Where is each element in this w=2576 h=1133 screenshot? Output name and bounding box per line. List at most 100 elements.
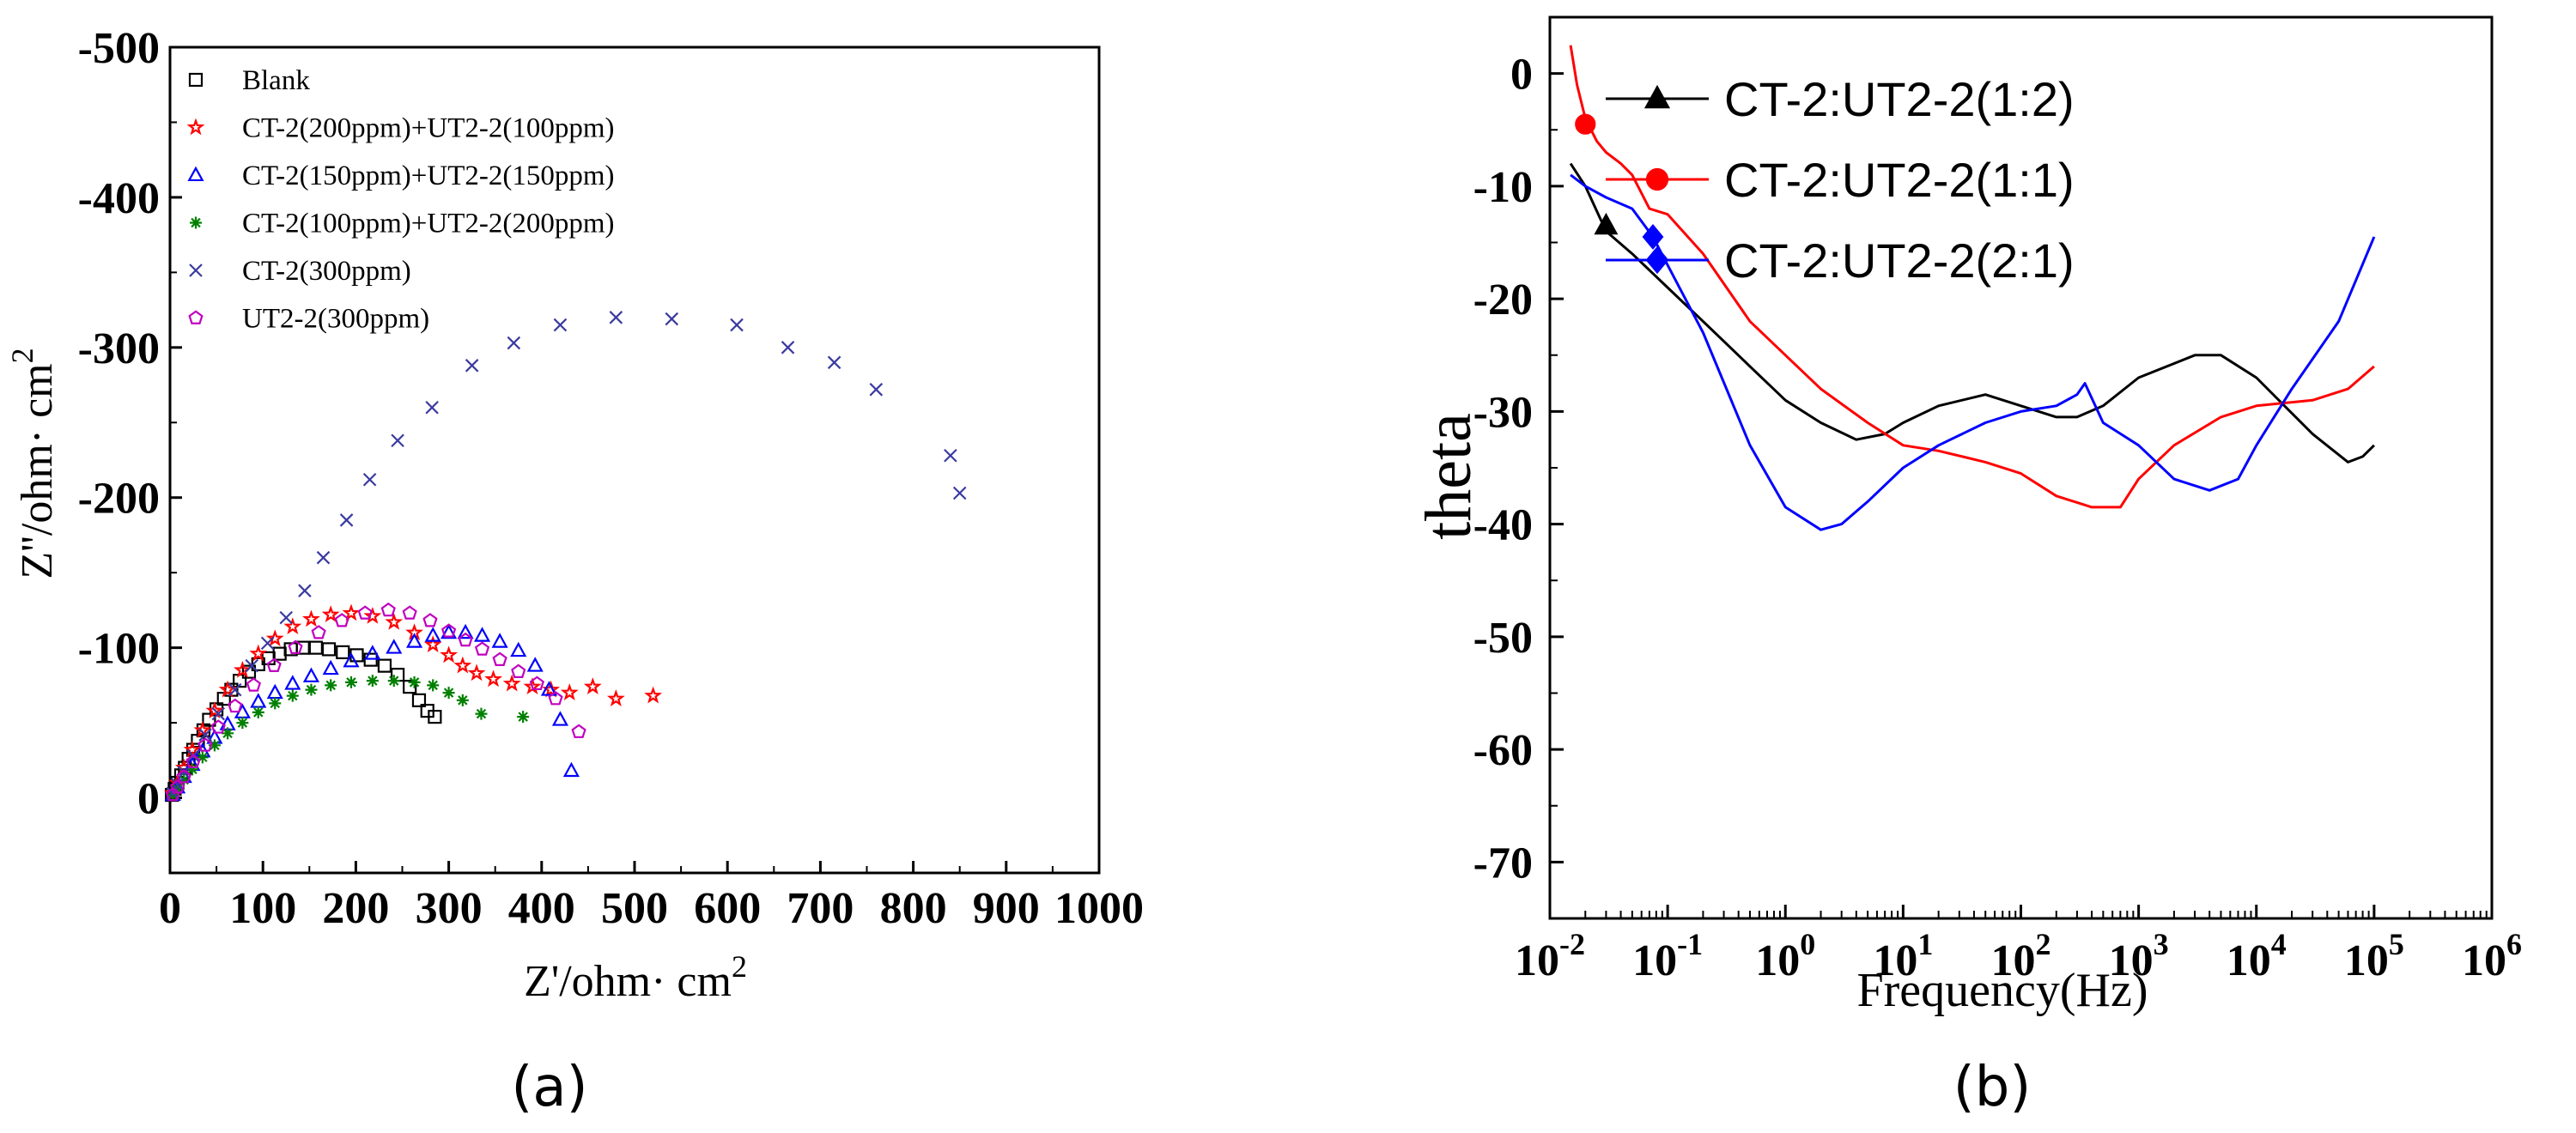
x-tick-label-a: 900 [973, 884, 1040, 933]
panel-label-b: (b) [1953, 1056, 2032, 1119]
data-point [529, 676, 545, 690]
data-point [362, 472, 377, 487]
legend-entry-ct-2-200ppm-ut2-2-100ppm: CT-2(200ppm)+UT2-2(100ppm) [186, 113, 615, 144]
data-point [465, 359, 479, 373]
data-point [210, 719, 226, 734]
data-point [167, 789, 179, 802]
legend-entry-ct-2-ut2-2-2-1: CT-2:UT2-2(2:1) [1606, 233, 2075, 288]
data-point [475, 707, 488, 720]
data-point [553, 318, 568, 332]
data-point [177, 766, 191, 779]
data-point [197, 737, 213, 752]
series-ut2-2-300ppm [165, 602, 586, 802]
series-marker [1575, 113, 1596, 135]
x-tick-label-a: 300 [416, 884, 483, 933]
x-tick-label-b: 103 [2109, 927, 2169, 985]
data-point [428, 709, 442, 724]
data-point [665, 312, 679, 326]
data-point [440, 623, 458, 639]
legend-entry-ct-2-300ppm: CT-2(300ppm) [189, 256, 411, 287]
x-axis-title-b: Frequency(Hz) [1857, 964, 2148, 1017]
series-ct-2-ut2-2-1-2 [1569, 162, 2375, 464]
y-tick-label-a: 0 [137, 775, 160, 824]
legend-label: CT-2:UT2-2(2:1) [1724, 233, 2075, 288]
data-point [342, 603, 361, 621]
data-point [456, 694, 469, 706]
data-point [644, 686, 663, 704]
data-point [279, 610, 294, 625]
data-point [178, 773, 191, 786]
data-point [406, 633, 423, 648]
y-tick-label-a: -500 [78, 24, 160, 73]
data-point [609, 311, 623, 324]
y-axis-title-b: theta [1413, 413, 1485, 540]
data-point [252, 706, 264, 718]
data-point [302, 667, 320, 682]
y-tick-label-b: -30 [1473, 388, 1533, 437]
legend-label: CT-2:UT2-2(1:1) [1724, 153, 2075, 207]
data-point [551, 711, 569, 726]
legend-label: CT-2:UT2-2(1:2) [1724, 72, 2075, 126]
legend-label: CT-2(300ppm) [242, 256, 411, 287]
x-tick-label-a: 800 [880, 884, 947, 933]
data-point [249, 644, 268, 662]
data-point [321, 642, 337, 657]
data-point [442, 687, 455, 700]
tick-labels-b: 10-2 10-1 100 101 102 103 104 105 106 0 -10 -20 -30 -… [1473, 51, 2522, 985]
legend-label: Blank [242, 65, 310, 96]
y-tick-label-a: -100 [78, 625, 160, 674]
data-point [571, 724, 586, 738]
legend-marker [188, 72, 204, 88]
data-point [540, 681, 558, 696]
data-point [548, 691, 563, 706]
legend-label: CT-2(100ppm)+UT2-2(200ppm) [242, 209, 615, 239]
data-point [357, 605, 373, 620]
data-point [176, 768, 191, 784]
data-point [510, 641, 527, 657]
data-point [457, 623, 474, 639]
data-point [411, 693, 427, 707]
legend-label: CT-2(200ppm)+UT2-2(100ppm) [242, 113, 615, 144]
data-point [284, 675, 301, 690]
data-point [202, 712, 216, 727]
data-point [321, 605, 340, 623]
y-axis-title-a: Z''/ohm· cm2 [5, 348, 62, 579]
series-ct-2-ut2-2-1-1 [1569, 45, 2375, 509]
legend-label: CT-2(150ppm)+UT2-2(150ppm) [242, 161, 615, 191]
x-tick-label-a: 100 [229, 884, 296, 933]
series-ct-2-100ppm-ut2-2-200ppm [167, 675, 530, 802]
data-point [185, 763, 198, 776]
x-tick-label-a: 1000 [1054, 884, 1144, 933]
data-point [386, 639, 403, 654]
x-tick-label-a: 400 [508, 884, 575, 933]
data-point [781, 341, 795, 354]
data-point [944, 448, 957, 463]
data-point [403, 680, 417, 694]
data-point [526, 657, 544, 672]
data-point [606, 689, 625, 706]
data-point [336, 645, 350, 659]
data-point [827, 355, 841, 370]
data-point [425, 401, 439, 415]
data-point [387, 675, 400, 688]
legend-a: Blank CT-2(200ppm)+UT2-2(100ppm) CT-2(150p… [186, 65, 615, 335]
data-point [377, 658, 392, 673]
data-point [266, 657, 282, 672]
x-tick-label-a: 200 [322, 884, 389, 933]
y-tick-label-a: -300 [78, 324, 160, 373]
x-tick-label-a: 600 [694, 884, 761, 933]
y-tick-label-b: -20 [1473, 276, 1533, 324]
legend-marker [190, 216, 202, 229]
data-point [322, 659, 339, 676]
series-marker [1594, 212, 1619, 235]
data-point [422, 613, 438, 627]
data-points-a [163, 311, 967, 803]
panel-a: 0 100 200 300 400 500 600 700 800 900 1000 -500 -400… [5, 24, 1144, 1119]
data-point [474, 641, 490, 656]
legend-b: CT-2:UT2-2(1:2) CT-2:UT2-2(1:1) CT-2:UT2-2… [1606, 72, 2075, 288]
data-point [562, 761, 580, 778]
x-tick-label-a: 0 [159, 884, 181, 933]
data-point [266, 683, 283, 700]
data-point [423, 635, 442, 652]
